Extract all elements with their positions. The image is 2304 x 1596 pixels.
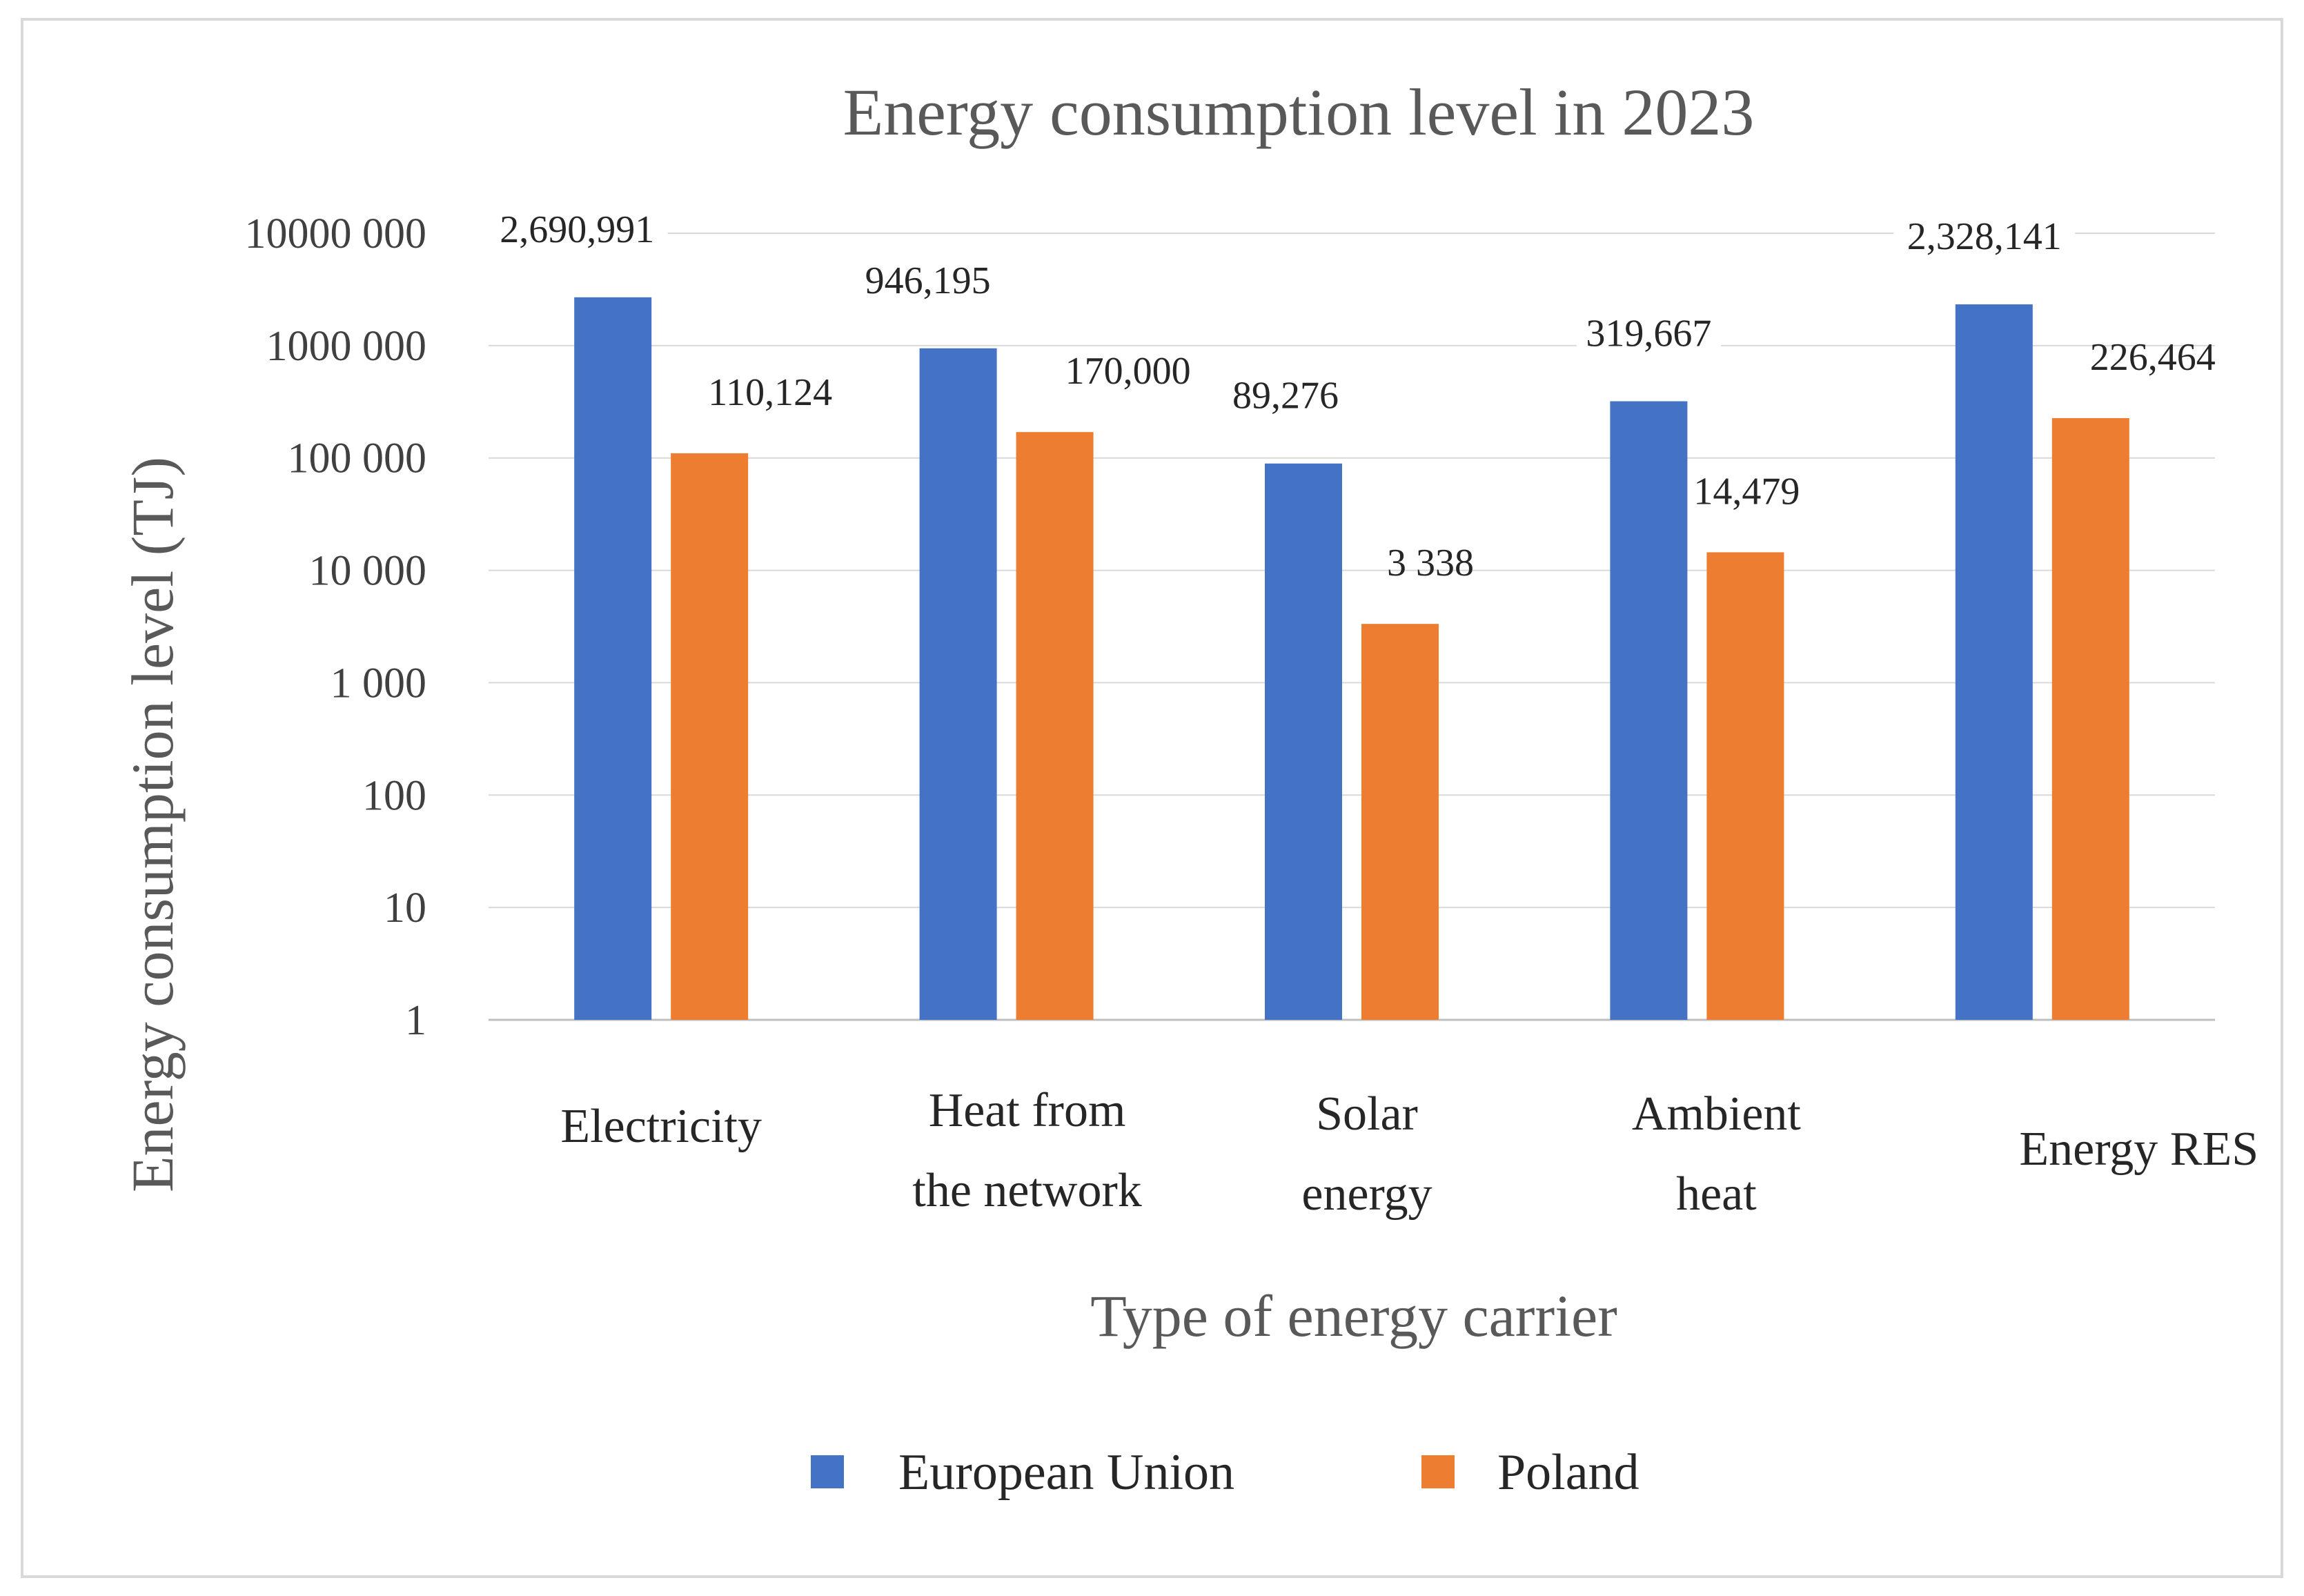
y-tick-label: 1 [405, 997, 426, 1044]
chart-title: Energy consumption level in 2023 [843, 75, 1755, 149]
y-axis-ticks: 1 10 100 1 000 10 000 100 000 1000 000 10000 00… [245, 210, 427, 1044]
x-axis-title: Type of energy carrier [1090, 1283, 1617, 1349]
category-label: Ambient heat [1632, 1087, 1802, 1221]
bar-poland [1361, 624, 1439, 1020]
data-label-eu: 946,195 [865, 259, 991, 302]
category-labels: Electricity Heat from the network Solar ener… [560, 1084, 2258, 1221]
bar-eu [1610, 401, 1688, 1020]
category-label: Energy RES [2019, 1123, 2258, 1176]
data-label-poland: 3 338 [1387, 542, 1474, 584]
data-label-eu: 2,328,141 [1907, 215, 2062, 258]
gridlines [489, 233, 2215, 1021]
category-label: Electricity [560, 1100, 762, 1153]
data-label-bg [486, 206, 668, 255]
data-label-bg [856, 257, 1001, 306]
data-label-bg [1576, 310, 1721, 359]
data-label-bg [1893, 213, 2076, 262]
legend-swatch-poland [1421, 1455, 1455, 1488]
bar-poland [1016, 432, 1094, 1020]
data-label-eu: 89,276 [1232, 375, 1339, 417]
bars [574, 297, 2129, 1021]
y-tick-label: 100 000 [288, 435, 427, 482]
bar-eu [1955, 304, 2033, 1021]
y-tick-label: 10000 000 [245, 210, 427, 257]
chart-frame [21, 18, 2283, 1578]
data-label-bg [1223, 372, 1348, 421]
bar-poland [2051, 417, 2129, 1020]
y-tick-label: 10 [384, 885, 426, 932]
data-labels: 2,690,991 110,124 946,195 170,000 89,276 3 33… [486, 206, 2216, 584]
y-tick-label: 1000 000 [266, 323, 427, 370]
category-label: Solar energy [1301, 1087, 1432, 1221]
data-label-eu: 319,667 [1586, 313, 1711, 355]
data-label-eu: 2,690,991 [500, 208, 654, 251]
y-tick-label: 10 000 [309, 548, 427, 595]
data-label-poland: 14,479 [1693, 470, 1800, 513]
data-label-poland: 110,124 [708, 371, 832, 414]
legend: European Union Poland [811, 1444, 1640, 1501]
data-label-poland: 170,000 [1065, 350, 1191, 393]
bar-eu [1265, 463, 1342, 1020]
y-tick-label: 100 [362, 772, 426, 819]
y-axis-title: Energy consumption level (TJ) [119, 457, 186, 1192]
bar-eu [574, 297, 652, 1020]
legend-swatch-eu [811, 1455, 844, 1488]
y-tick-label: 1 000 [331, 660, 427, 707]
bar-poland [671, 453, 749, 1020]
bar-eu [919, 348, 997, 1020]
legend-label-eu: European Union [898, 1444, 1234, 1501]
bar-poland [1706, 552, 1784, 1020]
category-label: Heat from the network [912, 1084, 1141, 1217]
data-label-poland: 226,464 [2090, 336, 2216, 379]
legend-label-poland: Poland [1497, 1444, 1640, 1501]
